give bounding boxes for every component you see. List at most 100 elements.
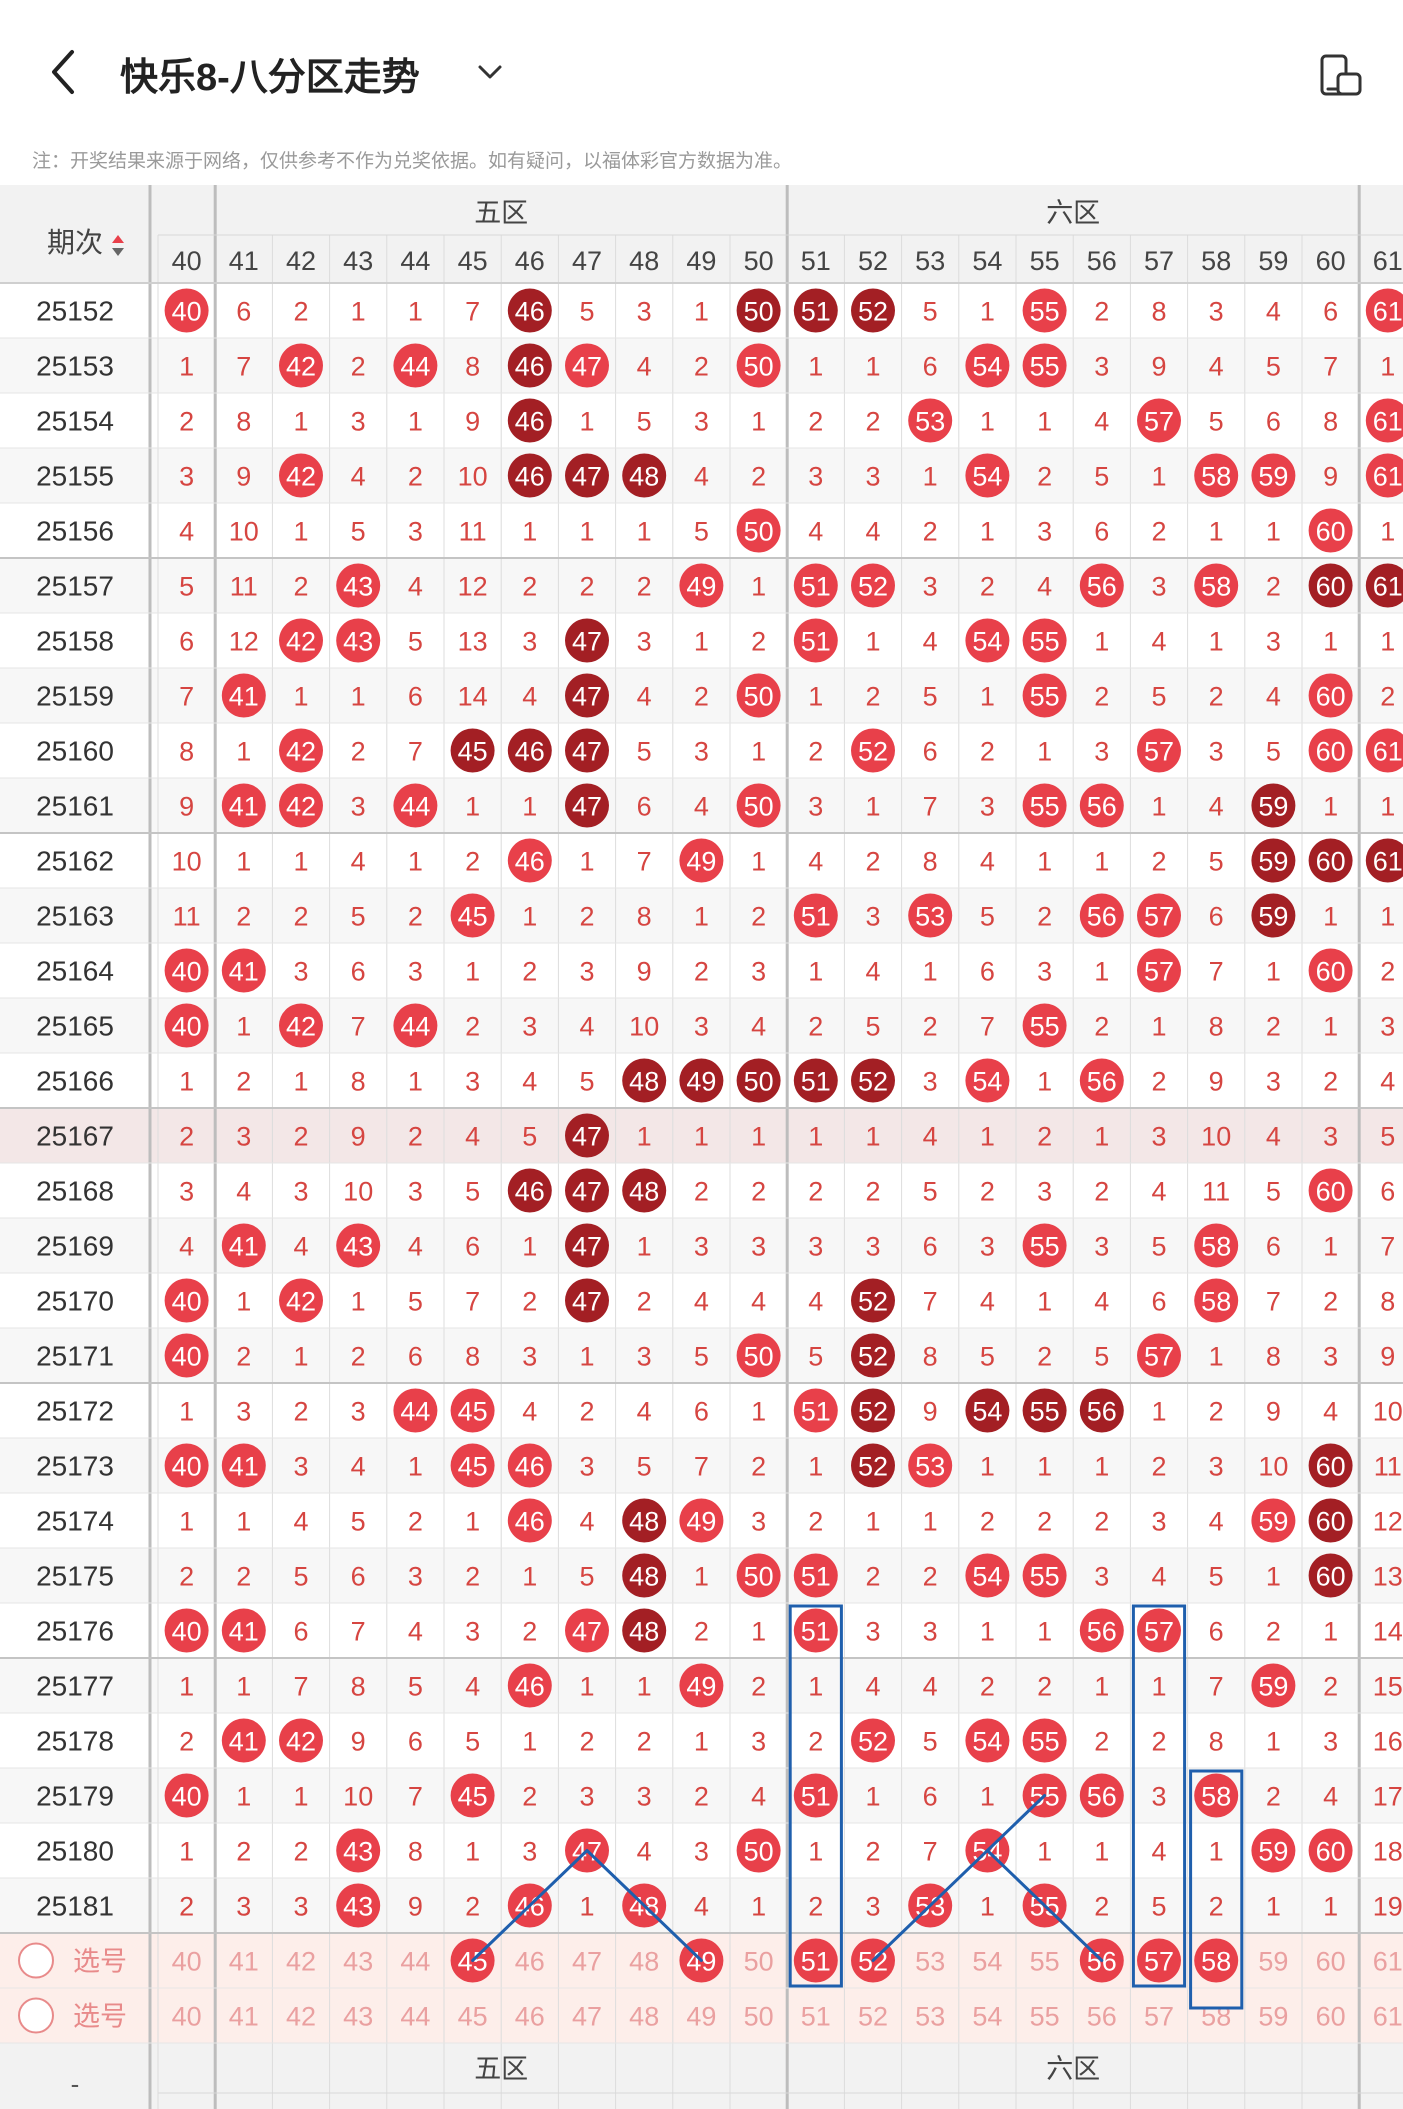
hit-ball[interactable] <box>793 618 838 663</box>
hit-ball[interactable] <box>221 783 266 828</box>
select-number[interactable]: 60 <box>1316 2002 1346 2032</box>
hit-ball[interactable] <box>164 948 209 993</box>
hit-ball[interactable] <box>793 288 838 333</box>
select-number[interactable]: 40 <box>172 2002 202 2032</box>
hit-ball[interactable] <box>736 343 781 388</box>
page-title[interactable]: 快乐8-八分区走势 <box>120 57 420 99</box>
hit-ball[interactable] <box>851 1278 895 1323</box>
hit-ball[interactable] <box>279 618 323 663</box>
select-number[interactable]: 59 <box>1258 1947 1288 1977</box>
hit-ball[interactable] <box>1308 563 1353 608</box>
select-number[interactable]: 55 <box>1030 2002 1060 2032</box>
hit-ball[interactable] <box>965 618 1010 663</box>
hit-ball[interactable] <box>393 783 438 828</box>
select-number[interactable]: 49 <box>686 2002 716 2032</box>
hit-ball[interactable] <box>1308 1443 1353 1488</box>
select-number[interactable]: 47 <box>572 1947 602 1977</box>
select-number[interactable]: 43 <box>343 1947 373 1977</box>
hit-ball[interactable] <box>164 1333 209 1378</box>
hit-ball[interactable] <box>279 1278 323 1323</box>
select-number[interactable]: 52 <box>858 2002 888 2032</box>
select-number[interactable]: 48 <box>629 1947 659 1977</box>
select-number[interactable]: 46 <box>515 1947 545 1977</box>
hit-ball[interactable] <box>1308 948 1353 993</box>
hit-ball[interactable] <box>622 1168 667 1213</box>
hit-ball[interactable] <box>1308 1828 1353 1873</box>
select-number[interactable]: 42 <box>286 1947 316 1977</box>
hit-ball[interactable] <box>221 1718 266 1763</box>
hit-ball[interactable] <box>164 1278 209 1323</box>
hit-ball[interactable] <box>1251 1498 1296 1543</box>
hit-ball[interactable] <box>221 673 266 718</box>
hit-ball[interactable] <box>1308 1168 1353 1213</box>
hit-ball[interactable] <box>736 1553 781 1598</box>
hit-ball[interactable] <box>450 1773 495 1818</box>
hit-ball[interactable] <box>565 343 609 388</box>
hit-ball[interactable] <box>336 563 381 608</box>
hit-ball[interactable] <box>1022 288 1067 333</box>
hit-ball[interactable] <box>1194 1278 1239 1323</box>
hit-ball[interactable] <box>1022 1003 1067 1048</box>
hit-ball[interactable] <box>1022 343 1067 388</box>
hit-ball[interactable] <box>1251 453 1296 498</box>
hit-ball[interactable] <box>793 1553 838 1598</box>
sort-up-down-icon[interactable] <box>112 235 124 243</box>
select-number[interactable]: 51 <box>801 2002 831 2032</box>
hit-ball[interactable] <box>1022 1718 1067 1763</box>
hit-ball[interactable] <box>565 618 609 663</box>
hit-ball[interactable] <box>1194 1773 1239 1818</box>
select-number[interactable]: 53 <box>915 1947 945 1977</box>
hit-ball[interactable] <box>164 1608 209 1653</box>
hit-ball[interactable] <box>221 1443 266 1488</box>
hit-ball[interactable] <box>1365 728 1403 773</box>
hit-ball[interactable] <box>793 563 838 608</box>
select-number[interactable]: 53 <box>915 2002 945 2032</box>
select-number[interactable]: 61 <box>1373 2002 1403 2032</box>
hit-ball[interactable] <box>1022 1223 1067 1268</box>
select-row-label[interactable]: 选号 <box>73 1947 127 1977</box>
hit-ball[interactable] <box>1365 398 1403 443</box>
hit-ball[interactable] <box>1251 1663 1296 1708</box>
hit-ball[interactable] <box>1251 893 1296 938</box>
hit-ball[interactable] <box>679 1663 724 1708</box>
hit-ball[interactable] <box>279 1003 323 1048</box>
hit-ball[interactable] <box>1079 783 1124 828</box>
hit-ball[interactable] <box>507 398 552 443</box>
select-number[interactable]: 54 <box>972 2002 1002 2032</box>
hit-ball[interactable] <box>565 1168 609 1213</box>
selected-ball[interactable] <box>1137 1938 1181 1983</box>
hit-ball[interactable] <box>507 453 552 498</box>
select-number[interactable]: 43 <box>343 2002 373 2032</box>
hit-ball[interactable] <box>1365 838 1403 883</box>
hit-ball[interactable] <box>679 563 724 608</box>
hit-ball[interactable] <box>1137 948 1181 993</box>
hit-ball[interactable] <box>1365 563 1403 608</box>
hit-ball[interactable] <box>679 838 724 883</box>
hit-ball[interactable] <box>965 453 1010 498</box>
hit-ball[interactable] <box>908 398 953 443</box>
hit-ball[interactable] <box>736 673 781 718</box>
hit-ball[interactable] <box>279 1718 323 1763</box>
hit-ball[interactable] <box>1137 728 1181 773</box>
hit-ball[interactable] <box>1137 1608 1181 1653</box>
select-number[interactable]: 42 <box>286 2002 316 2032</box>
hit-ball[interactable] <box>736 508 781 553</box>
hit-ball[interactable] <box>1022 1388 1067 1433</box>
hit-ball[interactable] <box>164 288 209 333</box>
hit-ball[interactable] <box>565 453 609 498</box>
select-number[interactable]: 47 <box>572 2002 602 2032</box>
hit-ball[interactable] <box>1137 398 1181 443</box>
hit-ball[interactable] <box>793 1058 838 1103</box>
hit-ball[interactable] <box>1137 893 1181 938</box>
hit-ball[interactable] <box>565 673 609 718</box>
hit-ball[interactable] <box>851 728 895 773</box>
select-number[interactable]: 60 <box>1316 1947 1346 1977</box>
hit-ball[interactable] <box>450 728 495 773</box>
hit-ball[interactable] <box>507 343 552 388</box>
hit-ball[interactable] <box>736 288 781 333</box>
hit-ball[interactable] <box>336 618 381 663</box>
select-number[interactable]: 41 <box>229 1947 259 1977</box>
hit-ball[interactable] <box>1079 1388 1124 1433</box>
hit-ball[interactable] <box>507 838 552 883</box>
hit-ball[interactable] <box>1079 563 1124 608</box>
